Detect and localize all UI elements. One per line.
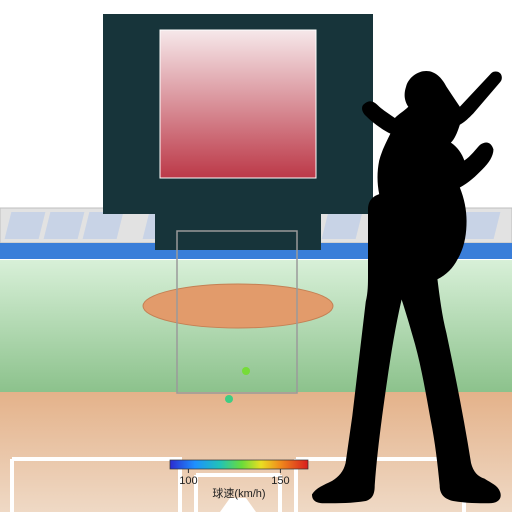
wall-panel [44, 212, 85, 239]
pitchers-mound [143, 284, 333, 328]
wall-panel [83, 212, 124, 239]
pitch-marker [225, 395, 233, 403]
wall-panel [322, 212, 363, 239]
speed-legend-bar [170, 460, 308, 469]
scoreboard-leg [155, 214, 321, 250]
pitch-marker [242, 367, 250, 375]
scoreboard-screen [160, 30, 316, 178]
legend-tick: 100 [179, 475, 197, 487]
pitch-location-diagram: 100 150 球速(km/h) [0, 0, 512, 512]
legend-label: 球速(km/h) [212, 486, 265, 500]
legend-tick: 150 [271, 475, 289, 487]
wall-panel [5, 212, 46, 239]
